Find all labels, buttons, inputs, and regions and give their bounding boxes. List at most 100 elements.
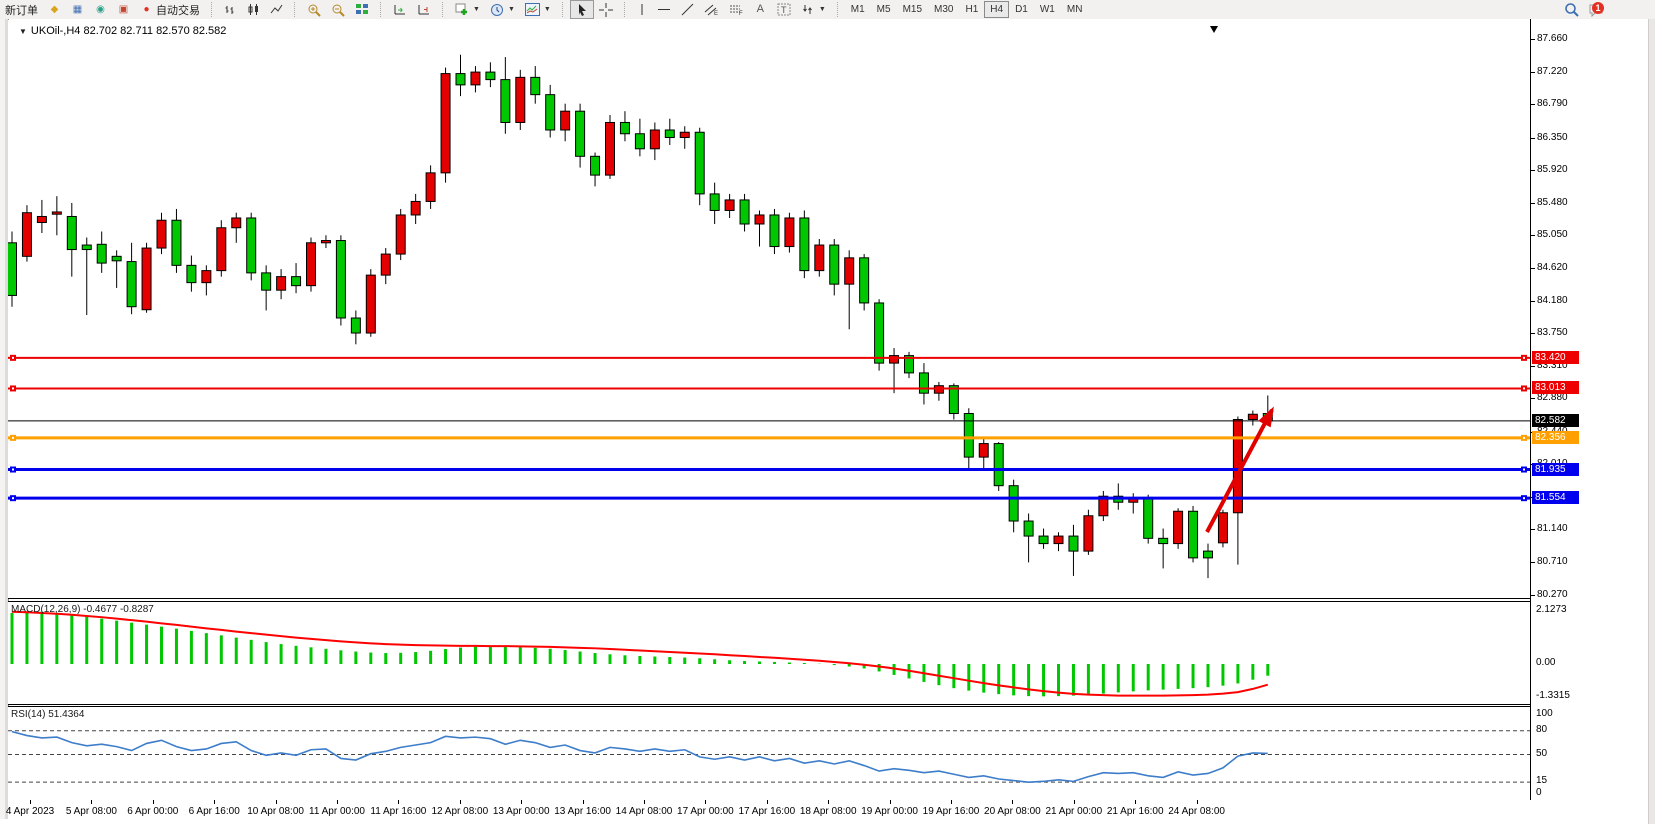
candle [634, 118, 645, 157]
text-label-icon: T [777, 3, 791, 16]
vertical-line-icon [641, 4, 643, 15]
auto-trading-button[interactable]: ● 自动交易 [135, 1, 205, 18]
timeframe-button-m30[interactable]: M30 [934, 4, 954, 15]
time-axis-label[interactable]: 10 Apr 08:00 [247, 806, 304, 817]
search-button[interactable] [1559, 1, 1584, 18]
time-axis-tick [582, 800, 584, 804]
price-axis-label: 86.350 [1537, 131, 1568, 143]
macd-signal-line [11, 610, 1269, 697]
timeframe-button-m5[interactable]: M5 [876, 4, 891, 15]
candle [1068, 524, 1079, 576]
chart-profile-icon[interactable]: ◆ [50, 4, 59, 15]
time-axis-label[interactable]: 5 Apr 08:00 [65, 806, 117, 817]
text-tool[interactable]: A [749, 1, 772, 18]
tile-windows-button[interactable] [350, 1, 374, 18]
candlestick-type-button[interactable] [242, 1, 265, 18]
candle [156, 212, 167, 255]
main-chart-pane[interactable]: ▼ UKOil-,H4 82.702 82.711 82.570 82.582 [8, 20, 1530, 599]
add-indicator-button[interactable]: ▼ [450, 1, 485, 18]
timeframe-button-m15[interactable]: M15 [902, 4, 923, 15]
time-axis-label[interactable]: 17 Apr 16:00 [738, 806, 796, 817]
candle [261, 265, 272, 311]
rsi-pane[interactable]: RSI(14) 51.4364 [8, 706, 1530, 802]
rsi-axis-label: 15 [1536, 775, 1548, 787]
time-axis-label[interactable]: 17 Apr 00:00 [677, 806, 734, 817]
price-axis-label: 84.620 [1537, 261, 1568, 273]
candle [126, 242, 137, 315]
arrows-tool-button[interactable]: ▼ [796, 1, 831, 18]
trend-arrow[interactable] [1205, 409, 1274, 533]
zoom-in-button[interactable] [302, 1, 326, 18]
time-axis-label[interactable]: 20 Apr 08:00 [984, 806, 1041, 817]
timeframe-button-h4[interactable]: H4 [984, 1, 1010, 18]
time-axis-label[interactable]: 13 Apr 16:00 [554, 806, 611, 817]
timeframe-button-h1[interactable]: H1 [965, 4, 979, 15]
horizontal-line-icon [657, 9, 670, 10]
candle [649, 122, 660, 161]
crosshair-tool-button[interactable] [594, 1, 618, 18]
candle [709, 182, 720, 224]
price-axis-tick [1531, 104, 1535, 106]
candle [395, 208, 406, 261]
price-axis-tick [1531, 366, 1535, 368]
one-click-expander-icon[interactable]: ▼ [19, 27, 27, 36]
timeframe-button-w1[interactable]: W1 [1039, 4, 1055, 15]
equidistant-channel-tool[interactable]: E [699, 1, 724, 18]
chart-shift-button[interactable] [412, 1, 436, 18]
symbol-ohlc-line[interactable]: ▼ UKOil-,H4 82.702 82.711 82.570 82.582 [19, 25, 226, 37]
candle [904, 351, 914, 379]
time-axis-label[interactable]: 21 Apr 16:00 [1106, 806, 1164, 817]
navigator-icon[interactable]: ◉ [96, 4, 105, 15]
template-button[interactable]: ▼ [520, 1, 556, 18]
market-watch-icon[interactable]: ▦ [72, 4, 83, 15]
candle [51, 196, 62, 236]
new-order-button[interactable]: 新订单 [0, 1, 43, 18]
bar-chart-type-button[interactable] [219, 1, 242, 18]
notifications-button[interactable]: 1 [1584, 1, 1610, 18]
time-axis-label[interactable]: 24 Apr 08:00 [1168, 806, 1225, 817]
time-axis-label[interactable]: 19 Apr 00:00 [861, 806, 918, 817]
fibonacci-tool[interactable]: F [724, 1, 749, 18]
time-axis-label[interactable]: 11 Apr 16:00 [370, 806, 427, 817]
candle [1008, 479, 1019, 533]
arrow-objects-icon [802, 5, 812, 14]
time-axis-label[interactable]: 21 Apr 00:00 [1045, 806, 1103, 817]
time-axis-label[interactable]: 12 Apr 08:00 [431, 806, 489, 817]
time-axis-label[interactable]: 6 Apr 16:00 [188, 806, 240, 817]
cursor-tool-button[interactable] [569, 0, 594, 19]
time-axis-label[interactable]: 19 Apr 16:00 [922, 806, 980, 817]
period-clock-button[interactable]: ▼ [485, 1, 520, 18]
time-axis-label[interactable]: 6 Apr 00:00 [127, 806, 179, 817]
timeframe-button-m1[interactable]: M1 [850, 4, 865, 15]
time-axis-label[interactable]: 14 Apr 08:00 [615, 806, 673, 817]
price-axis-label: 85.920 [1537, 163, 1568, 175]
horizontal-line-tool[interactable] [652, 1, 676, 18]
candle [889, 348, 900, 394]
auto-scroll-button[interactable] [388, 1, 412, 18]
time-axis-label[interactable]: 11 Apr 00:00 [309, 806, 365, 817]
macd-pane[interactable]: MACD(12,26,9) -0.4677 -0.8287 [8, 601, 1530, 705]
time-axis-label[interactable]: 4 Apr 2023 [5, 806, 55, 817]
zoom-out-button[interactable] [326, 1, 350, 18]
candle [918, 363, 929, 405]
text-label-tool[interactable]: T [772, 1, 796, 18]
candle [440, 67, 451, 183]
timeframe-group: M1 M5 M15 M30 H1 H4 D1 W1 MN [845, 1, 1089, 18]
line-chart-type-button[interactable] [265, 1, 288, 18]
price-line-label-83.420: 83.420 [1532, 350, 1579, 364]
timeframe-button-d1[interactable]: D1 [1015, 4, 1028, 15]
terminal-icon[interactable]: ▣ [118, 4, 129, 15]
vertical-line-tool[interactable] [632, 1, 652, 18]
timeframe-button-mn[interactable]: MN [1066, 4, 1083, 15]
svg-text:F: F [739, 11, 743, 16]
time-axis-label[interactable]: 13 Apr 00:00 [492, 806, 550, 817]
time-axis-label[interactable]: 18 Apr 08:00 [799, 806, 857, 817]
auto-trading-icon: ● [143, 4, 150, 15]
trendline-tool[interactable] [676, 1, 699, 18]
price-axis[interactable]: 87.660 87.220 86.790 86.350 85.920 85.480 85.0… [1530, 19, 1649, 800]
candle [679, 126, 690, 149]
candle [231, 212, 242, 243]
time-axis[interactable]: 4 Apr 2023 5 Apr 08:00 6 Apr 00:00 6 Apr 16… [5, 800, 1648, 824]
rsi-axis-label: 0 [1536, 787, 1542, 798]
candle [1188, 505, 1199, 563]
